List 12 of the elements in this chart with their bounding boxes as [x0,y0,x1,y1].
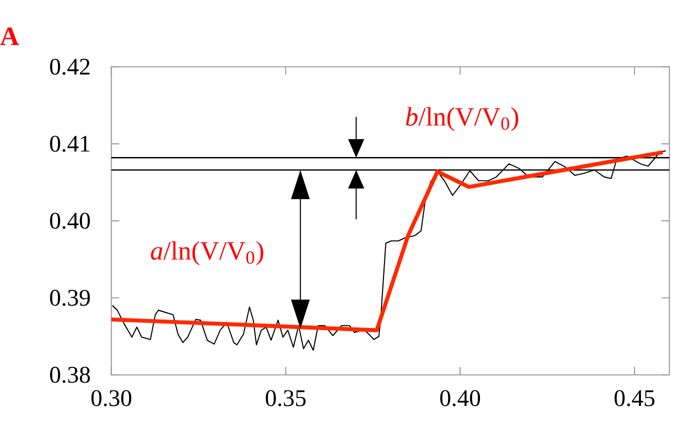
y-tick-label: 0.39 [50,290,90,306]
y-tick-label: 0.41 [50,136,90,152]
annotation: b/ln(V/V$_{0}$) [406,107,518,131]
x-tick-label: 0.35 [266,390,306,406]
x-tick-label: 0.45 [614,390,654,406]
y-tick-label: 0.38 [50,366,90,383]
y-tick-label: 0.42 [50,58,90,75]
x-tick-label: 0.30 [91,390,132,406]
x-tick-label: 0.40 [440,390,480,406]
annotation: a/ln(V/V$_{0}$) [150,241,264,266]
text: A [0,27,19,45]
y-tick-label: 0.40 [50,212,90,229]
